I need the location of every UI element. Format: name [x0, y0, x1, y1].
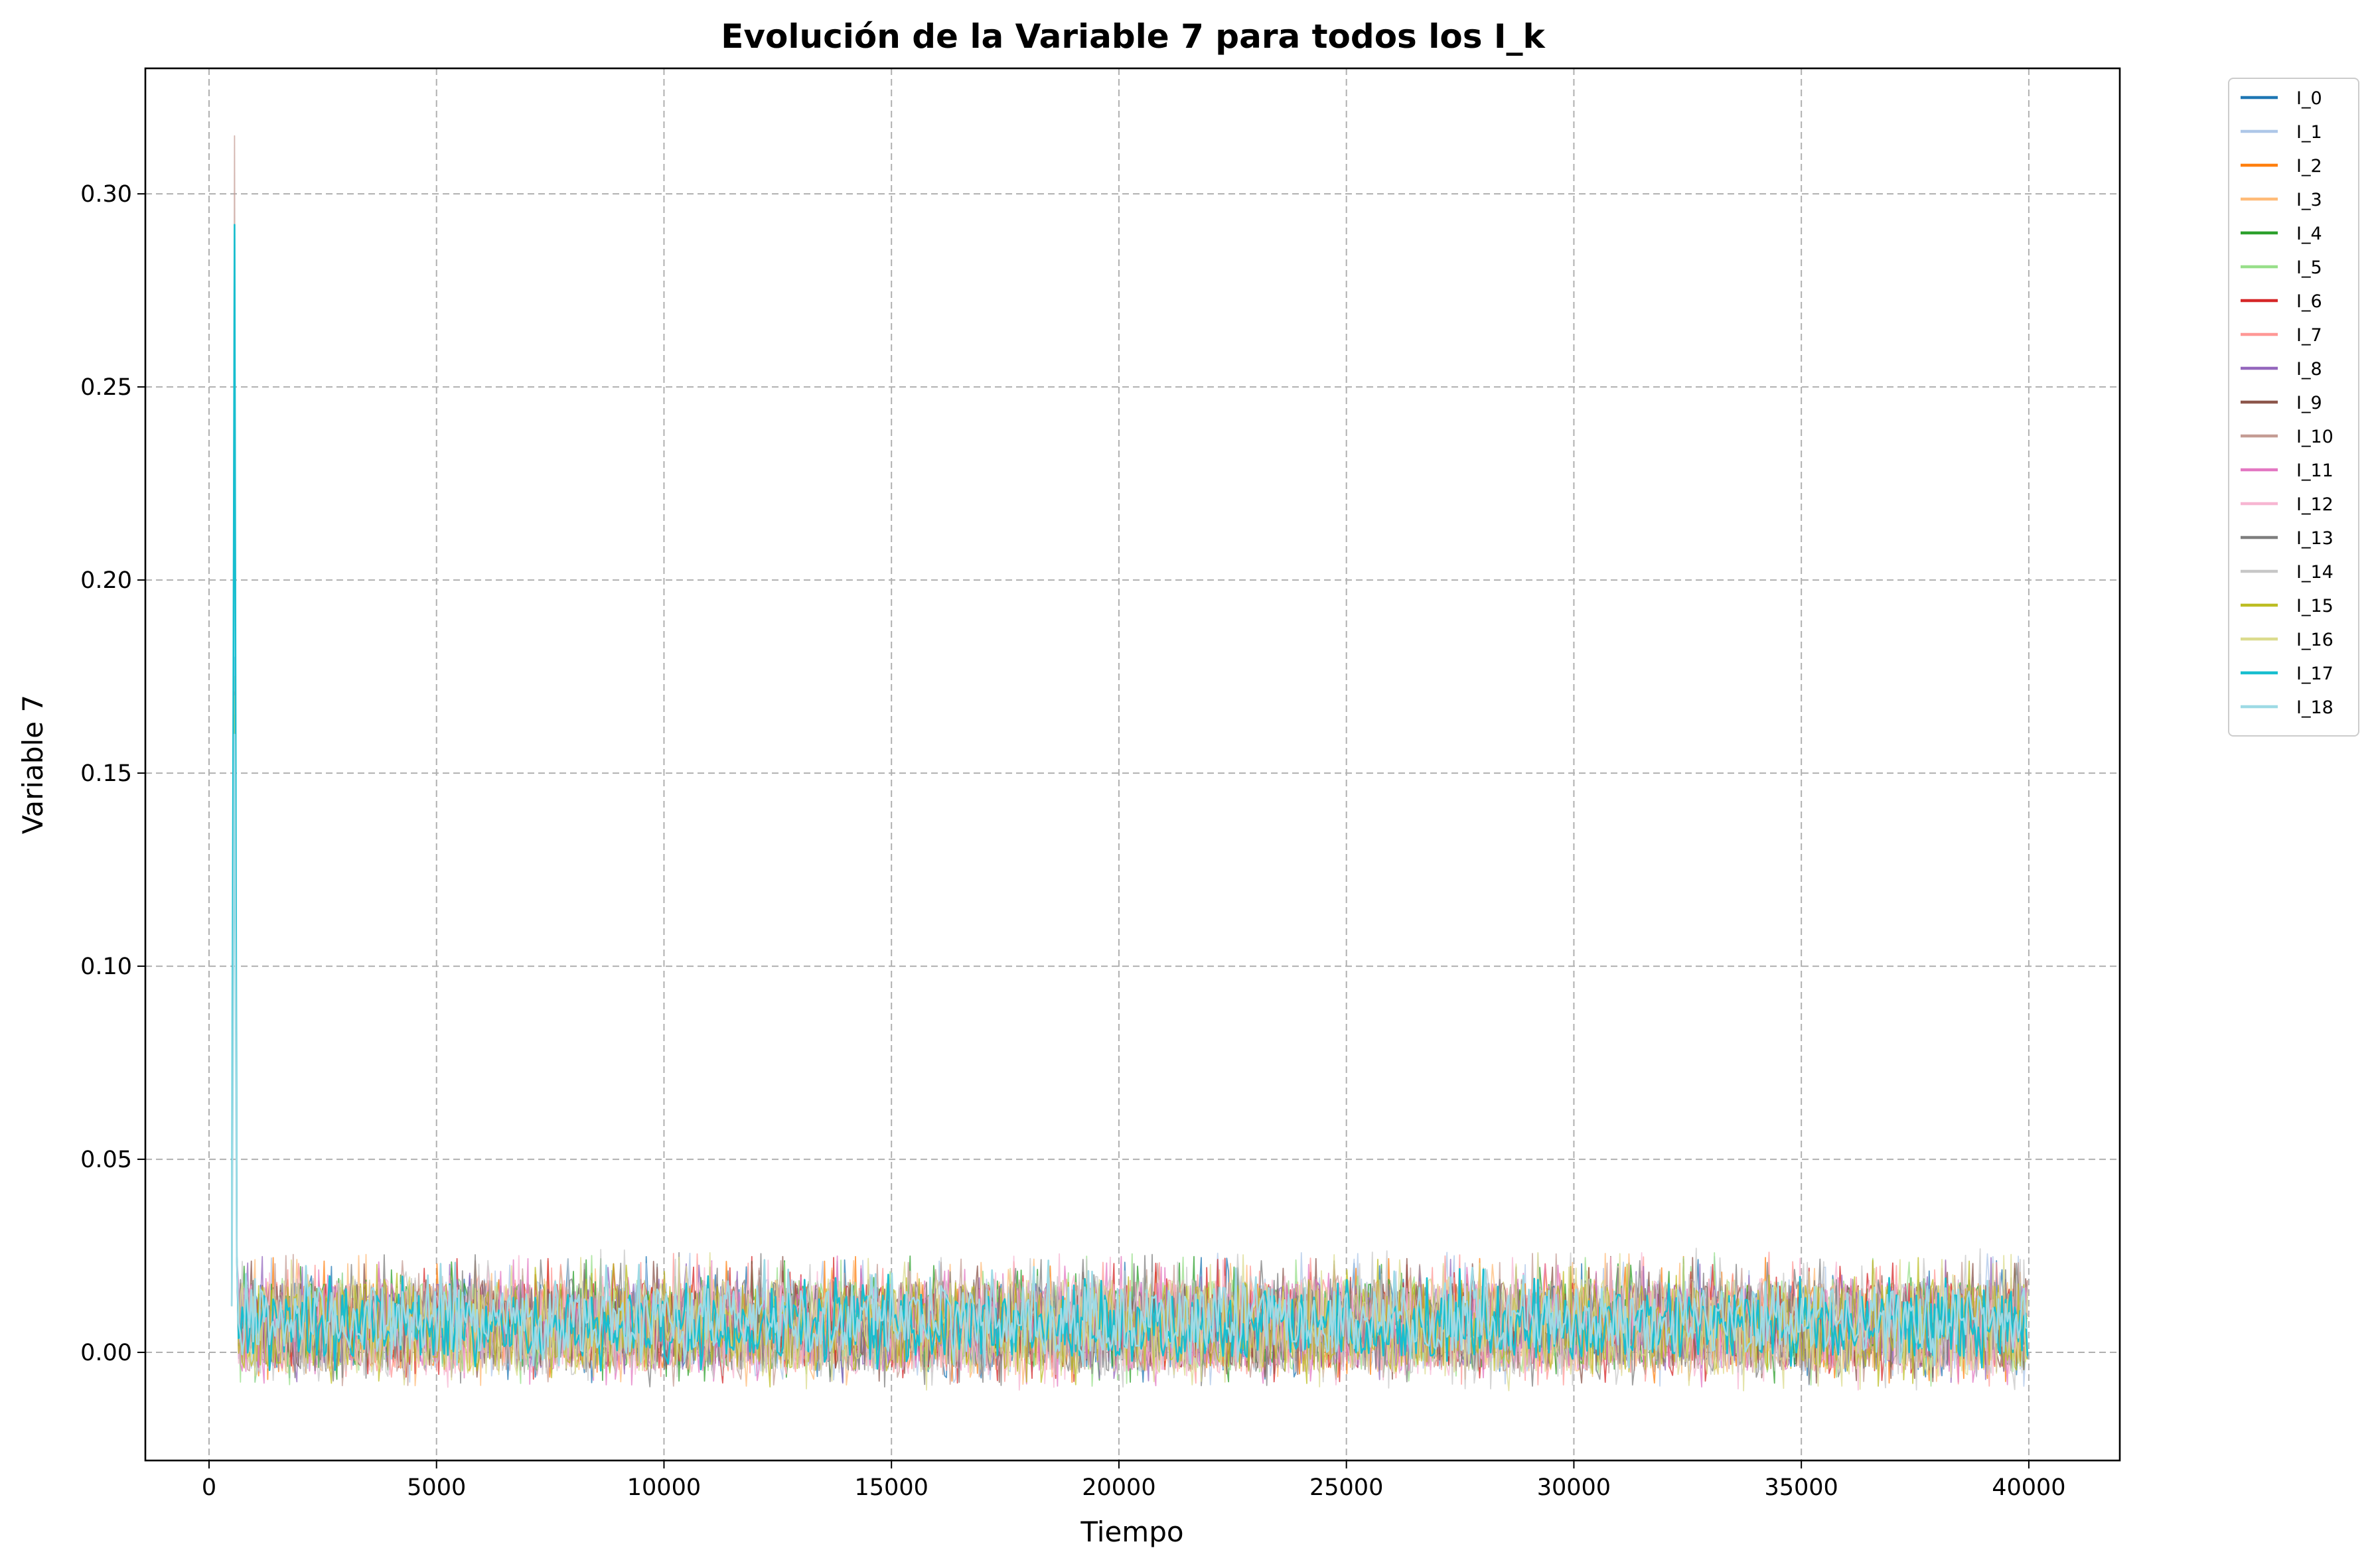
x-tick-label: 5000 — [407, 1474, 466, 1501]
chart-title: Evolución de la Variable 7 para todos lo… — [721, 17, 1546, 56]
legend-label: I_9 — [2296, 393, 2322, 413]
x-tick-label: 30000 — [1537, 1474, 1611, 1501]
x-tick-label: 20000 — [1082, 1474, 1155, 1501]
y-axis-label: Variable 7 — [17, 695, 49, 834]
legend-label: I_6 — [2296, 291, 2322, 312]
legend-label: I_0 — [2296, 88, 2322, 109]
x-tick-label: 0 — [202, 1474, 216, 1501]
legend-label: I_4 — [2296, 224, 2322, 244]
plot-frame — [144, 67, 2121, 1462]
y-tick-label: 0.00 — [80, 1340, 132, 1366]
x-tick-label: 40000 — [1992, 1474, 2065, 1501]
y-tick-label: 0.30 — [80, 181, 132, 208]
x-tick-label: 15000 — [855, 1474, 928, 1501]
y-tick-label: 0.25 — [80, 374, 132, 401]
y-tick-label: 0.05 — [80, 1147, 132, 1173]
x-tick-label: 35000 — [1764, 1474, 1838, 1501]
legend-label: I_15 — [2296, 596, 2334, 616]
y-tick-label: 0.20 — [80, 567, 132, 594]
legend-label: I_16 — [2296, 630, 2334, 650]
x-tick-label: 25000 — [1309, 1474, 1383, 1501]
legend-label: I_11 — [2296, 461, 2334, 481]
x-axis-label: Tiempo — [1080, 1516, 1183, 1548]
legend: I_0 I_1 I_2 I_3 I_4 I_5 I_6 I_7 I_8 I_9 I_10 I_11 I_… — [2228, 78, 2359, 737]
legend-label: I_2 — [2296, 156, 2322, 177]
legend-label: I_14 — [2296, 562, 2334, 583]
legend-label: I_5 — [2296, 257, 2322, 278]
legend-label: I_3 — [2296, 190, 2322, 210]
y-tick-label: 0.15 — [80, 760, 132, 787]
legend-label: I_17 — [2296, 664, 2334, 684]
y-tick-label: 0.10 — [80, 954, 132, 980]
legend-label: I_8 — [2296, 359, 2322, 380]
grid — [145, 68, 2120, 1461]
x-tick-label: 10000 — [627, 1474, 701, 1501]
y-axis: 0.00 0.05 0.10 0.15 0.20 0.25 0.30 — [80, 181, 145, 1366]
legend-label: I_7 — [2296, 325, 2322, 346]
series-layer — [230, 135, 2029, 1391]
legend-label: I_12 — [2296, 494, 2334, 515]
legend-box — [2228, 78, 2359, 737]
series-line-i-18 — [230, 733, 2028, 1369]
x-axis: 0 5000 10000 15000 20000 25000 30000 35000 40000 — [202, 1461, 2066, 1501]
legend-label: I_1 — [2296, 122, 2322, 143]
legend-label: I_18 — [2296, 697, 2334, 718]
legend-label: I_10 — [2296, 427, 2334, 447]
legend-label: I_13 — [2296, 528, 2334, 549]
